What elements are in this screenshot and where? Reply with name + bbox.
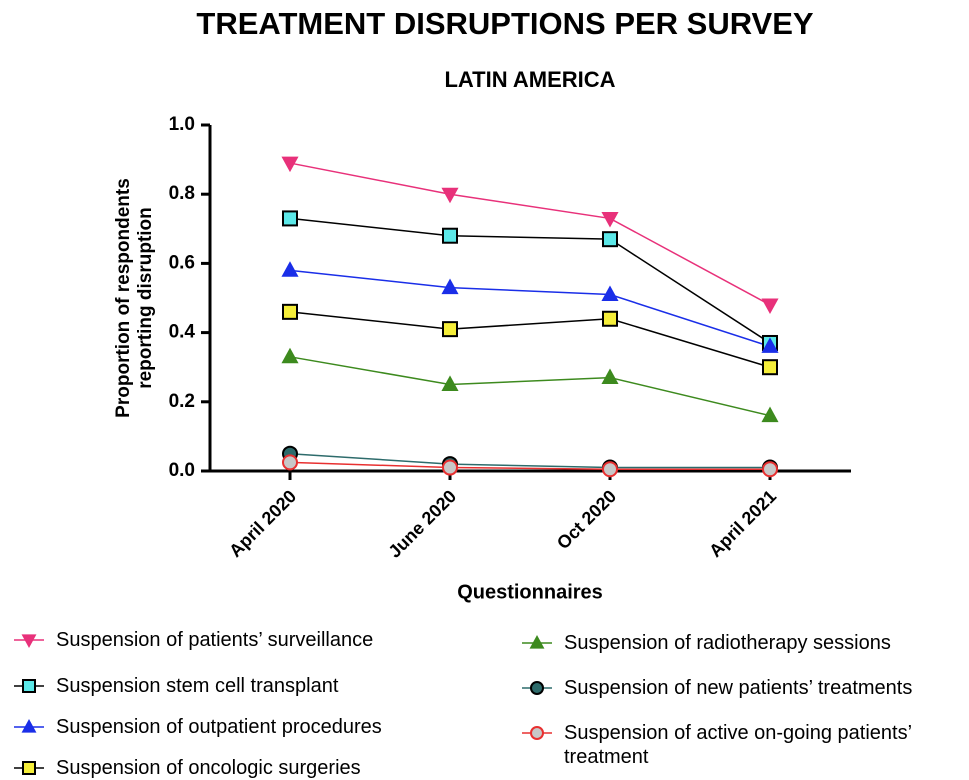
marker <box>530 726 544 740</box>
legend-label: Suspension of oncologic surgeries <box>56 757 361 779</box>
series-line <box>289 217 771 344</box>
y-tick-label: 0.0 <box>169 460 195 481</box>
y-tick-label: 0.6 <box>169 252 195 273</box>
legend-label: Suspension of outpatient procedures <box>56 716 382 738</box>
legend-item: Suspension of radiotherapy sessions <box>520 631 960 655</box>
marker <box>442 227 458 244</box>
marker <box>442 459 458 476</box>
marker <box>21 719 37 733</box>
marker <box>530 681 544 695</box>
marker <box>282 454 298 471</box>
series-line <box>289 461 770 471</box>
legend-label: Suspension of radiotherapy sessions <box>564 632 891 654</box>
marker <box>281 347 299 364</box>
legend-item: Suspension of oncologic surgeries <box>12 756 512 780</box>
legend-item: Suspension of outpatient procedures <box>12 715 512 739</box>
marker <box>602 231 618 248</box>
legend-label: Suspension of patients’ surveillance <box>56 629 374 651</box>
chart-subtitle: LATIN AMERICA <box>444 67 615 92</box>
x-tick-label: June 2020 <box>384 486 460 562</box>
marker <box>441 187 459 204</box>
marker <box>601 285 619 301</box>
legend-marker <box>14 634 44 648</box>
marker <box>761 298 779 315</box>
legend-marker <box>522 635 552 649</box>
y-tick-label: 1.0 <box>169 114 195 135</box>
marker <box>761 337 779 353</box>
legend-label: Suspension of new patients’ treatments <box>564 677 913 699</box>
marker <box>601 211 619 228</box>
y-tick-label: 0.2 <box>169 391 195 412</box>
marker <box>21 634 37 648</box>
legend-label: Suspension of active on-going patients’ … <box>564 722 912 768</box>
marker <box>761 406 779 423</box>
legend-marker <box>14 761 44 775</box>
x-tick-label: April 2021 <box>705 486 780 561</box>
marker <box>529 635 545 649</box>
marker <box>441 375 459 391</box>
series-line <box>289 269 771 348</box>
legend-item: Suspension of patients’ surveillance <box>12 628 512 652</box>
series-line <box>289 452 770 469</box>
marker <box>22 761 36 775</box>
marker <box>762 359 778 376</box>
y-tick-label: 0.4 <box>169 322 196 343</box>
marker <box>281 156 299 173</box>
x-tick-label: April 2020 <box>225 486 300 561</box>
chart-title: TREATMENT DISRUPTIONS PER SURVEY <box>196 6 814 41</box>
marker <box>601 368 619 385</box>
marker <box>281 261 299 277</box>
legend-marker <box>14 719 44 733</box>
marker <box>442 321 458 338</box>
series-line <box>289 356 771 417</box>
marker <box>441 278 459 295</box>
y-tick-label: 0.8 <box>169 183 195 204</box>
marker <box>602 461 618 478</box>
marker <box>602 310 618 327</box>
legend-marker <box>522 726 552 740</box>
legend-marker <box>14 679 44 693</box>
y-axis-title: Proportion of respondents reporting disr… <box>113 178 156 418</box>
marker <box>762 461 778 478</box>
marker <box>282 210 298 227</box>
legend-marker <box>522 681 552 695</box>
x-tick-label: Oct 2020 <box>553 486 620 553</box>
marker <box>282 303 298 320</box>
series-line <box>289 162 771 306</box>
x-axis-title: Questionnaires <box>457 581 603 603</box>
legend-item: Suspension stem cell transplant <box>12 674 512 698</box>
legend-item: Suspension of active on-going patients’ … <box>520 721 960 769</box>
legend-item: Suspension of new patients’ treatments <box>520 676 960 700</box>
series-line <box>289 311 771 368</box>
marker <box>22 679 36 693</box>
legend-label: Suspension stem cell transplant <box>56 675 339 697</box>
